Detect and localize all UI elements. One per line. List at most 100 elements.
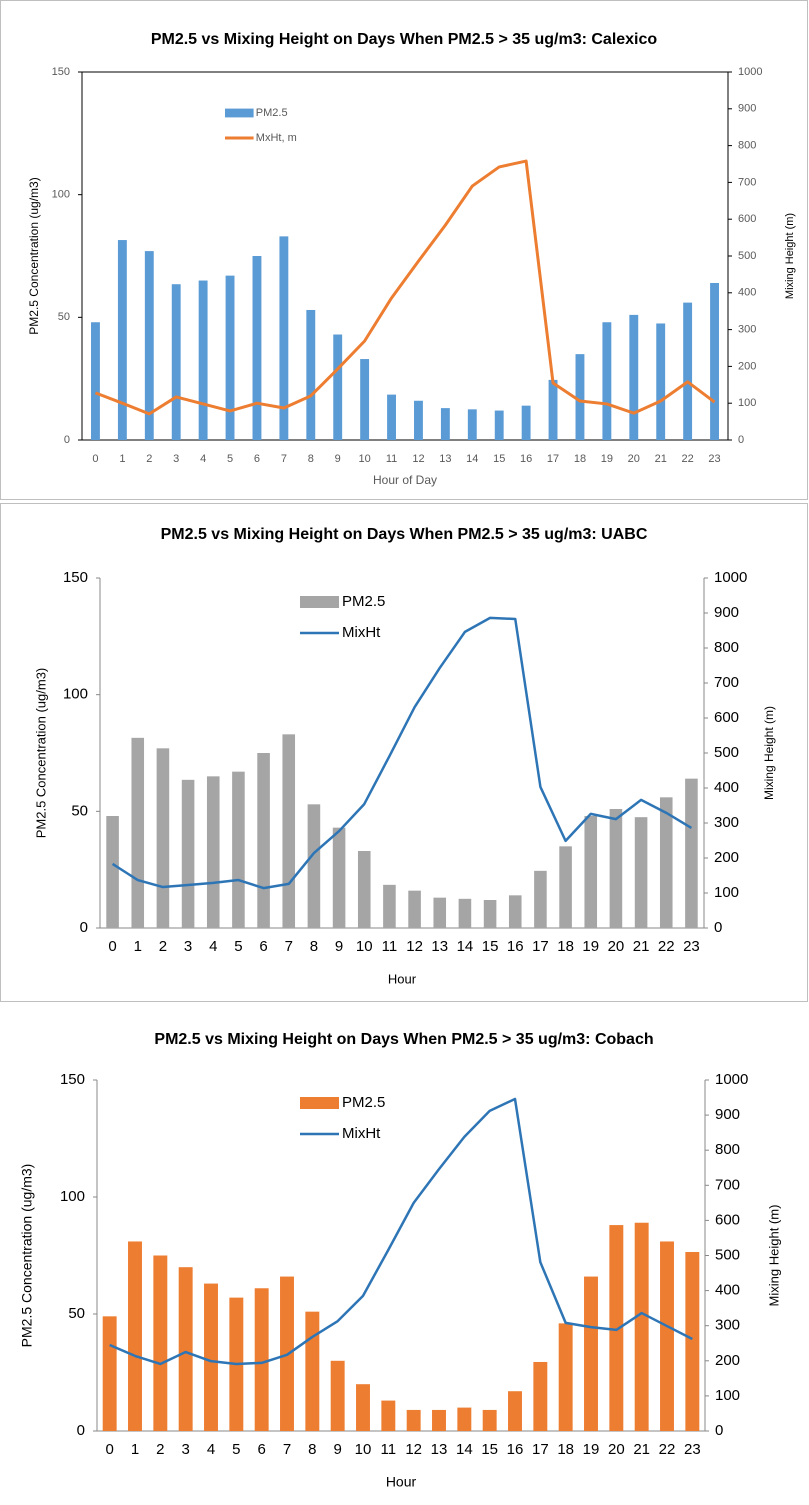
y-tick-label: 50 <box>68 1305 85 1322</box>
y-axis-label: PM2.5 Concentration (ug/m3) <box>33 668 48 839</box>
x-tick-label: 10 <box>359 453 371 465</box>
y2-tick-label: 900 <box>715 1106 740 1123</box>
y2-tick-label: 400 <box>738 287 756 299</box>
x-tick-label: 7 <box>285 938 293 955</box>
y2-tick-label: 600 <box>738 213 756 225</box>
x-tick-label: 3 <box>184 938 192 955</box>
x-tick-label: 4 <box>209 938 217 955</box>
x-tick-label: 10 <box>355 1441 372 1458</box>
x-tick-label: 22 <box>682 453 694 465</box>
bar <box>584 1276 598 1431</box>
x-tick-label: 13 <box>439 453 451 465</box>
x-tick-label: 9 <box>335 938 343 955</box>
bar <box>232 771 245 928</box>
y2-tick-label: 1000 <box>738 66 762 78</box>
x-tick-label: 4 <box>200 453 206 465</box>
x-tick-label: 21 <box>633 1441 650 1458</box>
x-tick-label: 2 <box>159 938 167 955</box>
line <box>111 616 693 890</box>
x-tick-label: 17 <box>547 453 559 465</box>
y2-tick-label: 100 <box>738 397 756 409</box>
x-tick-label: 17 <box>532 1441 549 1458</box>
bar <box>440 408 450 440</box>
y2-tick-label: 300 <box>738 324 756 336</box>
x-axis-label: Hour of Day <box>373 473 437 487</box>
bar <box>305 1311 320 1431</box>
y2-tick-label: 1000 <box>714 569 747 586</box>
x-tick-label: 6 <box>254 453 260 465</box>
bar <box>206 776 220 928</box>
bar <box>482 1409 497 1431</box>
y-tick-label: 50 <box>71 802 88 819</box>
x-tick-label: 9 <box>333 1441 341 1458</box>
bar <box>381 1400 396 1431</box>
bar <box>156 748 170 928</box>
x-tick-label: 6 <box>259 938 267 955</box>
legend-swatch <box>225 108 254 118</box>
x-tick-label: 17 <box>532 938 549 955</box>
bar <box>683 302 693 440</box>
bar <box>307 804 321 928</box>
bar <box>558 1323 573 1431</box>
y2-tick-label: 200 <box>715 1352 740 1369</box>
bar <box>433 897 447 928</box>
y2-tick-label: 0 <box>714 919 722 936</box>
y-tick-label: 150 <box>52 66 70 78</box>
bar <box>178 1267 193 1431</box>
y2-tick-label: 200 <box>738 360 756 372</box>
chart-title: PM2.5 vs Mixing Height on Days When PM2.… <box>151 31 658 48</box>
y2-tick-label: 900 <box>738 103 756 115</box>
y2-tick-label: 800 <box>738 140 756 152</box>
y2-tick-label: 0 <box>715 1422 723 1439</box>
x-tick-label: 0 <box>108 938 116 955</box>
x-tick-label: 14 <box>466 453 478 465</box>
bar <box>575 354 585 440</box>
x-tick-label: 4 <box>207 1441 215 1458</box>
x-axis-label: Hour <box>386 1474 417 1490</box>
bar <box>102 1316 117 1431</box>
y2-tick-label: 400 <box>714 779 739 796</box>
bar <box>458 898 472 928</box>
bar <box>198 280 208 440</box>
bar <box>609 1225 624 1431</box>
bar <box>279 236 289 440</box>
bar <box>710 282 719 440</box>
bar <box>534 870 547 928</box>
bar <box>559 846 572 928</box>
bar <box>252 256 262 440</box>
x-tick-label: 0 <box>105 1441 113 1458</box>
y-tick-label: 150 <box>60 1071 85 1088</box>
bar <box>282 734 296 928</box>
y-axis-label: PM2.5 Concentration (ug/m3) <box>19 1164 35 1348</box>
y-axis-label: PM2.5 Concentration (ug/m3) <box>27 177 41 334</box>
x-tick-label: 18 <box>557 1441 574 1458</box>
y2-tick-label: 500 <box>738 250 756 262</box>
bar <box>117 240 127 440</box>
x-tick-label: 23 <box>708 453 720 465</box>
x-tick-label: 19 <box>583 1441 600 1458</box>
y-tick-label: 100 <box>63 686 88 703</box>
chart-title: PM2.5 vs Mixing Height on Days When PM2.… <box>154 1031 653 1048</box>
x-tick-label: 12 <box>412 453 424 465</box>
y2-tick-label: 300 <box>715 1317 740 1334</box>
x-tick-label: 20 <box>608 938 625 955</box>
bar <box>387 394 396 440</box>
y-tick-label: 0 <box>77 1422 85 1439</box>
y2-tick-label: 500 <box>715 1246 740 1263</box>
x-tick-label: 21 <box>655 453 667 465</box>
legend-label: PM2.5 <box>342 593 385 610</box>
y2-tick-label: 0 <box>738 434 744 446</box>
x-tick-label: 23 <box>684 1441 701 1458</box>
x-tick-label: 16 <box>520 453 532 465</box>
bar <box>144 251 154 440</box>
line <box>94 159 716 416</box>
x-tick-label: 15 <box>482 938 499 955</box>
y2-tick-label: 700 <box>715 1176 740 1193</box>
x-tick-label: 22 <box>659 1441 676 1458</box>
x-tick-label: 20 <box>628 453 640 465</box>
x-tick-label: 1 <box>131 1441 139 1458</box>
bar <box>204 1283 218 1431</box>
bar <box>494 410 504 440</box>
y2-axis-label: Mixing Height (m) <box>784 213 796 299</box>
